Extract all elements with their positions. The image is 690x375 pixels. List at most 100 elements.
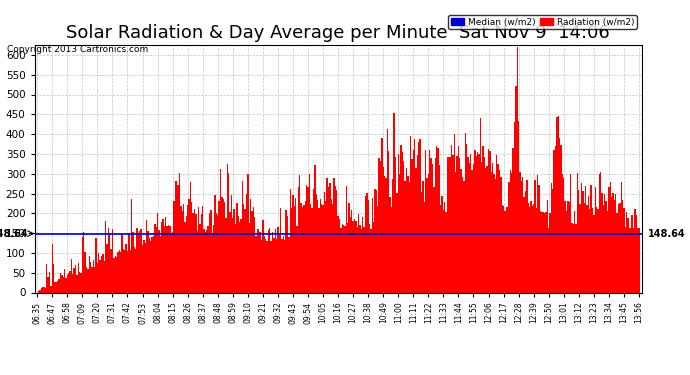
Bar: [297, 226, 298, 292]
Bar: [464, 133, 466, 292]
Bar: [551, 183, 552, 292]
Bar: [56, 282, 57, 292]
Bar: [215, 195, 216, 292]
Bar: [88, 256, 90, 292]
Bar: [282, 239, 283, 292]
Bar: [50, 286, 52, 292]
Bar: [564, 201, 566, 292]
Bar: [528, 203, 529, 292]
Bar: [520, 172, 521, 292]
Bar: [307, 187, 308, 292]
Bar: [134, 247, 135, 292]
Bar: [299, 175, 300, 292]
Bar: [562, 174, 563, 292]
Bar: [553, 150, 555, 292]
Bar: [421, 192, 422, 292]
Bar: [348, 203, 350, 292]
Bar: [41, 288, 42, 292]
Bar: [300, 203, 302, 292]
Bar: [560, 145, 562, 292]
Bar: [541, 213, 542, 292]
Bar: [457, 146, 459, 292]
Bar: [137, 228, 138, 292]
Bar: [552, 189, 553, 292]
Bar: [155, 227, 157, 292]
Bar: [627, 218, 629, 292]
Bar: [181, 211, 183, 292]
Bar: [366, 193, 368, 292]
Text: 148.64: 148.64: [648, 229, 685, 238]
Bar: [142, 244, 144, 292]
Bar: [535, 207, 537, 292]
Bar: [555, 146, 556, 292]
Bar: [511, 173, 513, 292]
Bar: [540, 211, 541, 292]
Bar: [127, 251, 128, 292]
Bar: [221, 197, 223, 292]
Bar: [45, 288, 46, 292]
Bar: [489, 151, 491, 292]
Bar: [444, 202, 446, 292]
Bar: [570, 174, 571, 292]
Bar: [575, 224, 577, 292]
Bar: [525, 191, 526, 292]
Bar: [474, 150, 475, 292]
Bar: [193, 213, 194, 292]
Bar: [75, 265, 76, 292]
Bar: [283, 236, 284, 292]
Bar: [388, 151, 389, 292]
Bar: [273, 238, 275, 292]
Bar: [480, 118, 481, 292]
Bar: [368, 200, 369, 292]
Bar: [77, 263, 79, 292]
Bar: [60, 273, 61, 292]
Bar: [42, 286, 43, 292]
Bar: [571, 223, 573, 292]
Bar: [319, 199, 321, 292]
Bar: [57, 281, 59, 292]
Bar: [603, 205, 604, 292]
Bar: [288, 237, 290, 292]
Bar: [615, 194, 616, 292]
Bar: [303, 205, 304, 292]
Bar: [154, 224, 155, 292]
Bar: [584, 203, 585, 292]
Bar: [598, 209, 599, 292]
Bar: [212, 233, 213, 292]
Bar: [170, 233, 172, 292]
Bar: [219, 201, 220, 292]
Bar: [469, 163, 470, 292]
Bar: [426, 178, 428, 292]
Bar: [157, 213, 158, 292]
Bar: [406, 168, 407, 292]
Bar: [431, 158, 432, 292]
Bar: [428, 174, 429, 292]
Bar: [637, 228, 638, 292]
Bar: [322, 206, 324, 292]
Bar: [180, 206, 181, 292]
Bar: [618, 204, 619, 292]
Bar: [506, 207, 507, 292]
Bar: [582, 191, 584, 292]
Bar: [354, 219, 355, 292]
Bar: [634, 209, 635, 292]
Bar: [613, 200, 615, 292]
Bar: [488, 149, 489, 292]
Bar: [450, 157, 451, 292]
Bar: [629, 228, 630, 292]
Bar: [397, 154, 399, 292]
Bar: [638, 228, 640, 292]
Bar: [435, 159, 436, 292]
Bar: [205, 232, 206, 292]
Bar: [241, 182, 243, 292]
Bar: [148, 238, 150, 292]
Bar: [259, 232, 261, 292]
Bar: [49, 273, 50, 292]
Bar: [139, 231, 141, 292]
Bar: [343, 225, 344, 292]
Bar: [386, 129, 388, 292]
Bar: [466, 144, 467, 292]
Bar: [90, 262, 91, 292]
Bar: [385, 178, 386, 292]
Bar: [361, 229, 362, 292]
